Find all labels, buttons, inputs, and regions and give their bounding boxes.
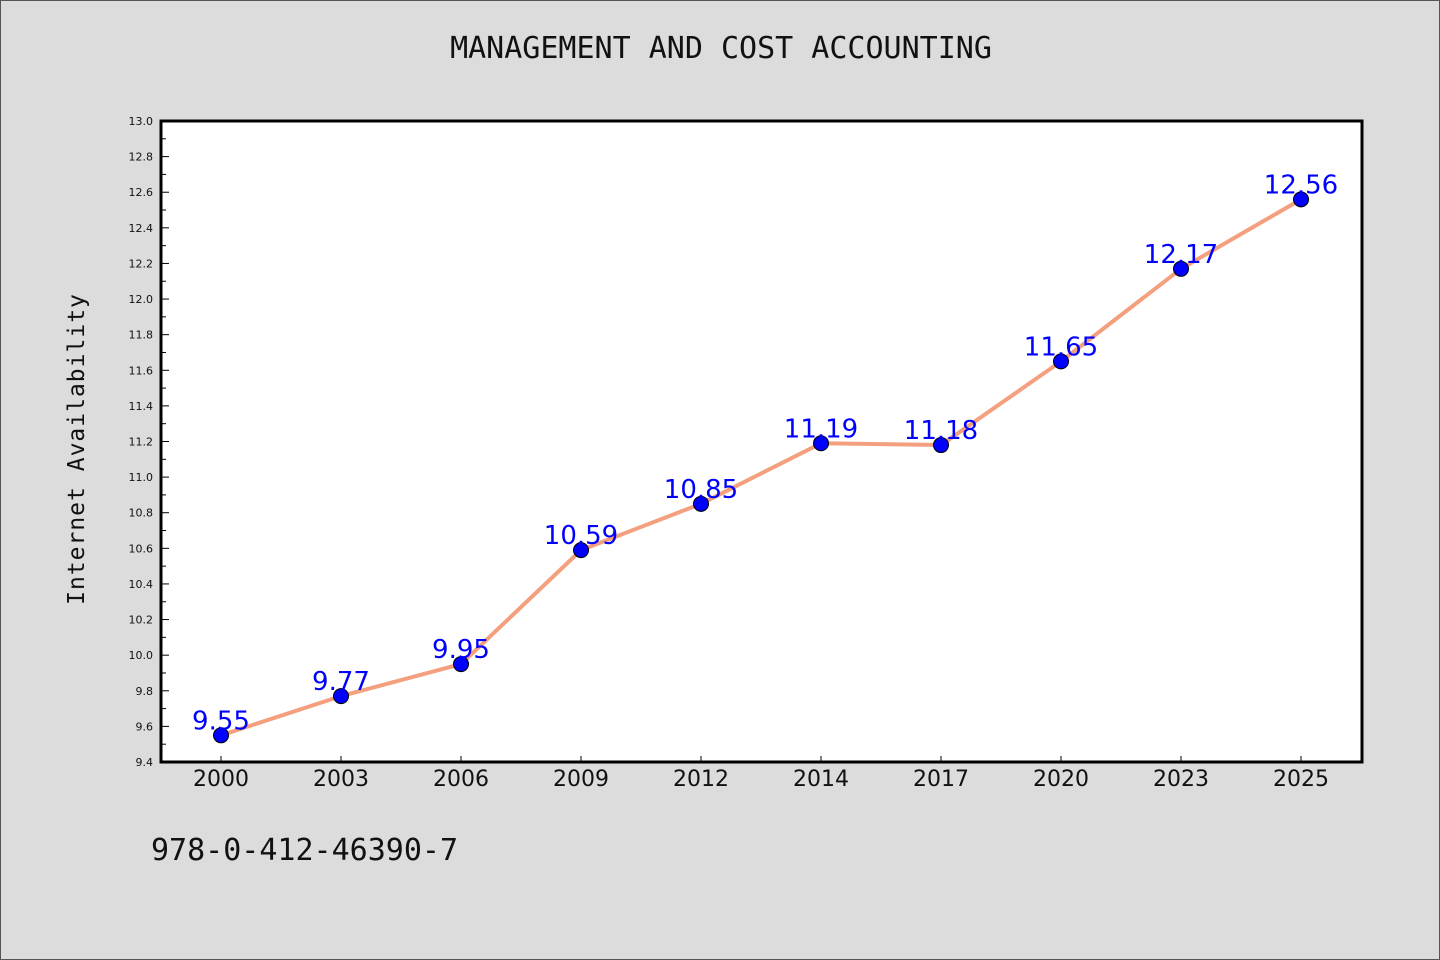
chart-title: MANAGEMENT AND COST ACCOUNTING bbox=[450, 31, 992, 66]
y-tick-label: 12.4 bbox=[129, 222, 154, 235]
y-tick-label: 10.0 bbox=[129, 649, 154, 662]
x-tick-label: 2025 bbox=[1273, 767, 1329, 792]
data-point bbox=[573, 542, 589, 559]
y-axis: 9.4 9.6 9.8 10.0 10.2 10.4 10.6 10.8 11.0 11.2 11.… bbox=[129, 115, 169, 769]
data-point bbox=[1293, 191, 1309, 208]
data-point bbox=[453, 656, 469, 673]
x-tick-label: 2012 bbox=[673, 767, 729, 792]
y-tick-label: 12.8 bbox=[129, 151, 154, 164]
data-point bbox=[693, 495, 709, 512]
x-tick-label: 2000 bbox=[193, 767, 249, 792]
y-tick-label: 12.6 bbox=[129, 186, 154, 199]
data-label: 12.17 bbox=[1144, 240, 1218, 270]
series-markers bbox=[213, 191, 1309, 744]
y-tick-label: 11.2 bbox=[129, 436, 154, 449]
data-label: 9.95 bbox=[432, 635, 490, 665]
y-tick-label: 11.4 bbox=[129, 400, 154, 413]
data-label: 11.19 bbox=[784, 414, 858, 444]
x-tick-label: 2023 bbox=[1153, 767, 1209, 792]
y-tick-label: 11.8 bbox=[129, 329, 154, 342]
y-tick-label: 11.0 bbox=[129, 471, 154, 484]
y-tick-label: 12.2 bbox=[129, 257, 154, 270]
y-tick-label: 10.6 bbox=[129, 542, 154, 555]
y-tick-label: 10.4 bbox=[129, 578, 154, 591]
data-label: 11.65 bbox=[1024, 332, 1098, 362]
data-point bbox=[333, 688, 349, 705]
series-line bbox=[220, 197, 1303, 738]
data-label: 9.55 bbox=[192, 706, 250, 736]
data-label: 11.18 bbox=[904, 416, 978, 446]
x-axis: 2000 2003 2006 2009 2012 2014 2017 2020 2023 2025 bbox=[193, 756, 1329, 792]
x-tick-label: 2017 bbox=[913, 767, 969, 792]
data-point bbox=[213, 727, 229, 744]
y-tick-label: 10.8 bbox=[129, 507, 154, 520]
data-point bbox=[1173, 260, 1189, 277]
data-label: 10.85 bbox=[664, 475, 738, 505]
data-point bbox=[813, 435, 829, 452]
x-tick-label: 2014 bbox=[793, 767, 849, 792]
y-tick-label: 9.4 bbox=[136, 756, 154, 769]
y-tick-label: 13.0 bbox=[129, 115, 154, 128]
plot-border bbox=[159, 119, 1364, 764]
x-tick-label: 2020 bbox=[1033, 767, 1089, 792]
data-label: 9.77 bbox=[312, 667, 370, 697]
x-tick-label: 2009 bbox=[553, 767, 609, 792]
data-label: 10.59 bbox=[544, 521, 618, 551]
y-tick-label: 12.0 bbox=[129, 293, 154, 306]
y-tick-label: 9.8 bbox=[136, 685, 154, 698]
x-tick-label: 2003 bbox=[313, 767, 369, 792]
data-label: 12.56 bbox=[1264, 170, 1338, 200]
data-point bbox=[933, 437, 949, 454]
data-labels: 9.55 9.77 9.95 10.59 10.85 11.19 11.18 11.65 12.… bbox=[192, 170, 1338, 736]
data-point bbox=[1053, 353, 1069, 370]
y-tick-label: 9.6 bbox=[136, 720, 154, 733]
plot-area bbox=[161, 121, 1362, 762]
x-tick-label: 2006 bbox=[433, 767, 489, 792]
isbn-text: 978-0-412-46390-7 bbox=[151, 833, 459, 868]
y-tick-label: 10.2 bbox=[129, 614, 154, 627]
y-tick-label: 11.6 bbox=[129, 364, 154, 377]
